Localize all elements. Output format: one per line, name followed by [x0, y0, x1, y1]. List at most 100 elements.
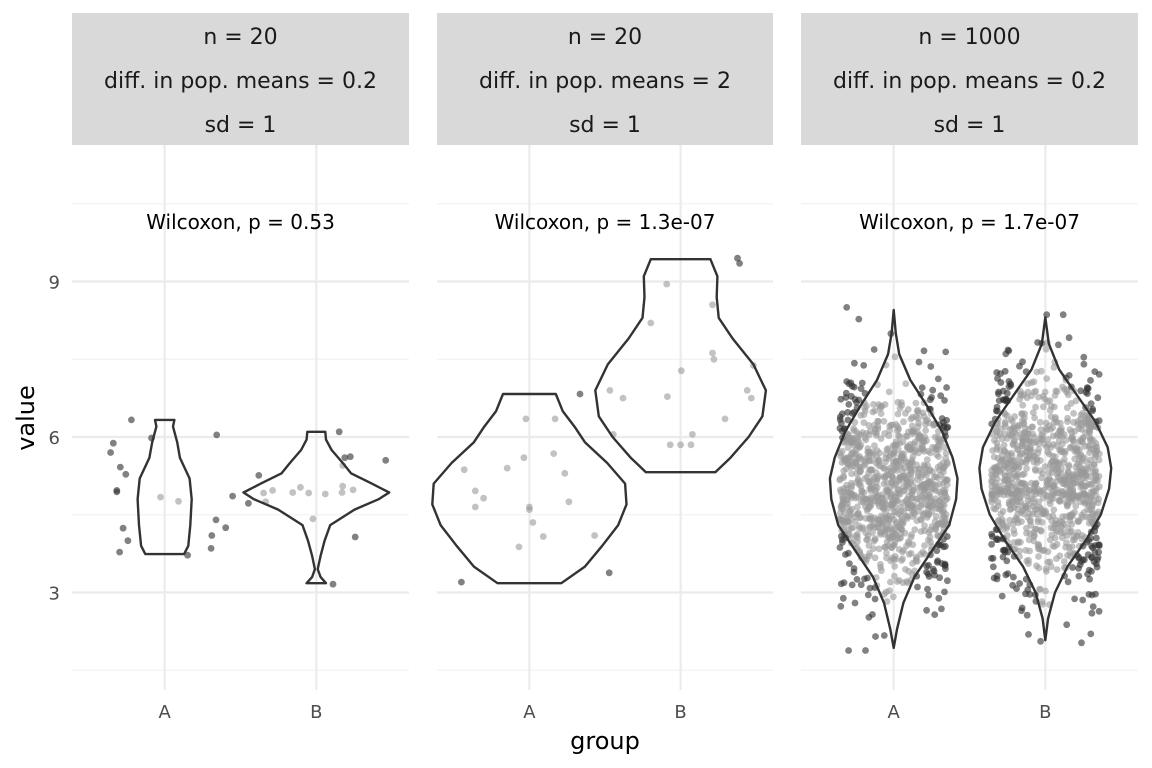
data-point — [1052, 521, 1059, 529]
data-point — [1089, 423, 1096, 430]
data-point — [127, 416, 135, 424]
data-point — [1010, 573, 1017, 581]
data-point — [1021, 429, 1028, 437]
data-point — [208, 532, 216, 539]
data-point — [1003, 522, 1011, 530]
data-point — [869, 529, 876, 536]
data-point — [873, 453, 880, 461]
data-point — [1030, 433, 1038, 441]
data-point — [1039, 436, 1046, 444]
data-point — [222, 524, 230, 532]
data-point — [1093, 484, 1100, 492]
data-point — [876, 529, 884, 536]
data-point — [853, 576, 861, 583]
data-point — [1092, 467, 1099, 474]
data-point — [897, 525, 905, 533]
data-point — [1070, 492, 1077, 500]
data-point — [909, 481, 917, 489]
data-point — [1004, 450, 1011, 457]
data-point — [1088, 505, 1096, 513]
data-point — [351, 533, 359, 541]
data-point — [896, 439, 904, 447]
facet-strip-background — [801, 13, 1138, 145]
data-point — [873, 447, 881, 455]
data-point — [689, 431, 696, 438]
data-point — [664, 393, 671, 400]
data-point — [904, 428, 912, 436]
data-point — [1004, 485, 1012, 493]
data-point — [1001, 462, 1009, 470]
data-point — [865, 542, 873, 549]
data-point — [1039, 470, 1047, 477]
facet-strip-label: diff. in pop. means = 0.2 — [104, 69, 377, 94]
data-point — [1078, 480, 1085, 488]
data-point — [1070, 410, 1077, 417]
data-point — [996, 468, 1004, 476]
data-point — [1089, 603, 1097, 610]
data-point — [1087, 492, 1095, 500]
data-point — [1001, 420, 1009, 428]
data-point — [902, 475, 910, 482]
data-point — [894, 410, 902, 418]
data-point — [1058, 493, 1066, 500]
data-point — [929, 386, 937, 394]
data-point — [116, 548, 123, 556]
data-point — [1045, 450, 1053, 458]
data-point — [925, 591, 933, 599]
data-point — [846, 509, 853, 516]
x-tick-label: A — [888, 702, 901, 723]
data-point — [677, 441, 684, 449]
x-tick-label: B — [1039, 702, 1051, 723]
data-point — [878, 567, 885, 575]
data-point — [871, 595, 879, 603]
data-point — [863, 499, 871, 506]
data-point — [605, 569, 613, 577]
data-point — [931, 571, 938, 579]
data-point — [993, 439, 1001, 447]
data-point — [988, 540, 995, 548]
data-point — [870, 421, 878, 429]
data-point — [520, 454, 528, 462]
data-point — [1011, 413, 1019, 420]
data-point — [886, 587, 893, 594]
data-point — [1004, 531, 1011, 539]
data-point — [1087, 630, 1095, 638]
data-point — [864, 574, 871, 582]
data-point — [663, 280, 671, 288]
data-point — [990, 504, 998, 512]
data-point — [878, 491, 886, 499]
data-point — [1056, 432, 1064, 439]
data-point — [1002, 350, 1010, 358]
data-point — [921, 527, 928, 535]
data-point — [851, 359, 858, 367]
data-point — [877, 512, 885, 520]
data-point — [1053, 388, 1061, 395]
data-point — [931, 433, 939, 441]
data-point — [1025, 487, 1033, 494]
data-point — [934, 474, 942, 482]
data-point — [862, 436, 870, 444]
data-point — [880, 417, 888, 425]
data-point — [873, 429, 880, 437]
data-point — [1016, 422, 1023, 429]
data-point — [1071, 536, 1078, 544]
data-point — [861, 407, 869, 415]
data-points — [245, 428, 390, 588]
data-point — [1004, 570, 1012, 577]
data-point — [859, 429, 866, 436]
data-point — [909, 452, 917, 460]
data-point — [843, 496, 851, 504]
data-point — [1018, 607, 1025, 615]
data-point — [1093, 443, 1101, 451]
data-point — [875, 462, 882, 469]
data-point — [1076, 491, 1084, 499]
data-point — [917, 483, 925, 491]
data-point — [942, 518, 949, 525]
data-point — [843, 378, 851, 385]
data-point — [899, 467, 906, 475]
facet-panel-2: n = 20 diff. in pop. means = 2 sd = 1 A B Wil… — [431, 13, 773, 723]
data-point — [925, 561, 932, 569]
data-point — [845, 647, 852, 654]
data-point — [157, 493, 164, 501]
data-point — [1030, 452, 1038, 460]
